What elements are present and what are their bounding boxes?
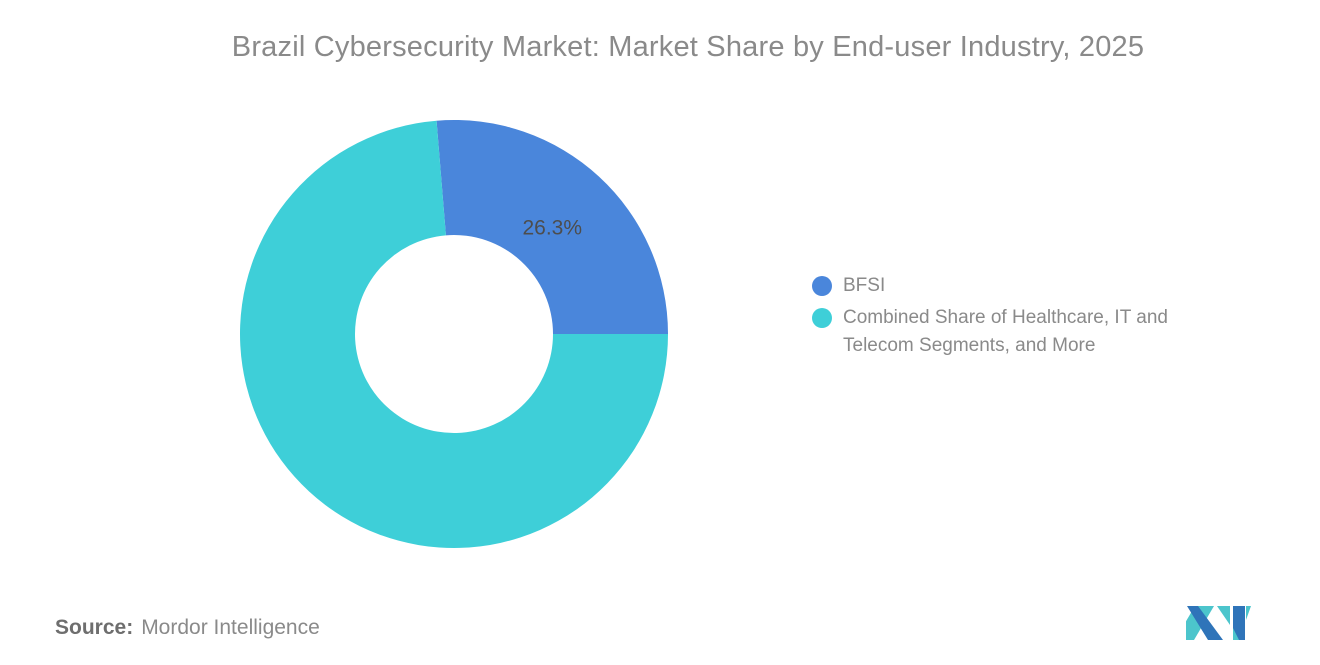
donut-slice-1 [239, 120, 668, 548]
slice-data-label: 26.3% [522, 216, 582, 239]
chart-title: Brazil Cybersecurity Market: Market Shar… [231, 31, 1145, 63]
legend: BFSI Combined Share of Healthcare, IT an… [812, 272, 1242, 364]
legend-label-bfsi: BFSI [843, 275, 886, 296]
logo-blue-bar [1233, 606, 1245, 640]
legend-item-bfsi: BFSI [812, 272, 1242, 300]
logo-blue-diagonal [1187, 606, 1223, 640]
source-note: Source: Mordor Intelligence [55, 616, 320, 640]
source-label: Source: [55, 616, 134, 639]
logo-teal-bar-top-wedge [1246, 606, 1251, 620]
legend-label-combined: Combined Share of Healthcare, IT and Tel… [843, 307, 1168, 356]
logo-teal-bar-notch [1233, 628, 1239, 640]
logo-teal-middle-triangle [1217, 606, 1230, 625]
mordor-intelligence-logo [1186, 606, 1251, 640]
legend-marker-combined-icon [812, 308, 832, 328]
source-value: Mordor Intelligence [141, 616, 320, 639]
legend-item-combined: Combined Share of Healthcare, IT and Tel… [812, 304, 1242, 360]
donut-slice-0 [436, 120, 668, 334]
legend-marker-bfsi-icon [812, 276, 832, 296]
